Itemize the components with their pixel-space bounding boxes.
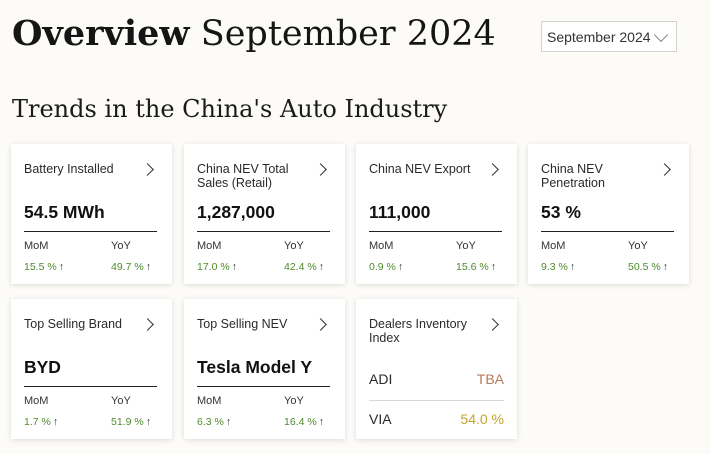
mom-value: 6.3 % ↑ (197, 416, 231, 428)
yoy-label: YoY (284, 395, 304, 407)
divider (197, 231, 330, 232)
card-value: 1,287,000 (197, 202, 275, 222)
mom-value-text: 9.3 % (541, 261, 568, 273)
card-title: China NEV Penetration (541, 162, 605, 190)
card-value: 53 % (541, 202, 581, 222)
mom-value-text: 1.7 % (24, 416, 51, 428)
card-dealers-inventory-index[interactable]: Dealers Inventory Index ADI TBA VIA 54.0… (356, 299, 517, 439)
via-label: VIA (369, 411, 392, 427)
section-title: Trends in the China's Auto Industry (12, 95, 448, 123)
card-value: BYD (24, 357, 61, 377)
arrow-up-icon: ↑ (231, 261, 237, 273)
arrow-up-icon: ↑ (225, 416, 232, 428)
mom-value-text: 6.3 % (197, 416, 224, 428)
mom-value: 0.9 % ↑ (369, 261, 403, 273)
card-top-selling-brand[interactable]: Top Selling Brand BYD MoM YoY 1.7 % ↑ 51.… (11, 299, 172, 439)
card-battery-installed[interactable]: Battery Installed 54.5 MWh MoM YoY 15.5 … (11, 144, 172, 284)
mom-value-text: 0.9 % (369, 261, 396, 273)
mom-label: MoM (24, 395, 49, 407)
mom-label: MoM (369, 240, 394, 252)
adi-value: TBA (476, 371, 504, 387)
yoy-label: YoY (284, 240, 304, 252)
card-nev-export[interactable]: China NEV Export 111,000 MoM YoY 0.9 % ↑ … (356, 144, 517, 284)
arrow-up-icon: ↑ (52, 416, 59, 428)
yoy-value-text: 50.5 % (628, 261, 661, 273)
yoy-label: YoY (111, 240, 131, 252)
yoy-value: 15.6 % ↑ (456, 261, 496, 273)
card-title: Battery Installed (24, 162, 114, 176)
yoy-value: 50.5 % ↑ (628, 261, 668, 273)
yoy-value: 49.7 % ↑ (111, 261, 151, 273)
card-top-selling-nev[interactable]: Top Selling NEV Tesla Model Y MoM YoY 6.… (184, 299, 345, 439)
month-select-value: September 2024 (547, 28, 651, 45)
yoy-value: 16.4 % ↑ (284, 416, 324, 428)
divider (541, 231, 674, 232)
divider (197, 386, 330, 387)
card-title: China NEV Total Sales (Retail) (197, 162, 289, 190)
mom-value: 9.3 % ↑ (541, 261, 575, 273)
card-title: Dealers Inventory Index (369, 317, 467, 345)
yoy-label: YoY (628, 240, 648, 252)
card-title: China NEV Export (369, 162, 471, 176)
month-select[interactable]: September 2024 (541, 21, 677, 52)
divider (24, 386, 157, 387)
mom-value-text: 15.5 % (24, 261, 57, 273)
yoy-value-text: 15.6 % (456, 261, 489, 273)
adi-label: ADI (369, 371, 393, 387)
mom-value: 1.7 % ↑ (24, 416, 58, 428)
arrow-up-icon: ↑ (318, 416, 324, 428)
mom-label: MoM (24, 240, 49, 252)
chevron-down-icon (653, 27, 669, 43)
page-title-bold: Overview (12, 13, 190, 54)
via-value: 54.0 % (460, 411, 504, 427)
arrow-up-icon: ↑ (318, 261, 324, 273)
mom-label: MoM (197, 395, 222, 407)
yoy-value-text: 51.9 % (111, 416, 144, 428)
yoy-label: YoY (456, 240, 476, 252)
mom-label: MoM (197, 240, 222, 252)
divider (24, 231, 157, 232)
yoy-value: 42.4 % ↑ (284, 261, 324, 273)
yoy-value-text: 16.4 % (284, 416, 317, 428)
arrow-up-icon: ↑ (58, 261, 64, 273)
card-nev-total-sales[interactable]: China NEV Total Sales (Retail) 1,287,000… (184, 144, 345, 284)
yoy-label: YoY (111, 395, 131, 407)
mom-label: MoM (541, 240, 566, 252)
arrow-up-icon: ↑ (145, 416, 151, 428)
yoy-value-text: 42.4 % (284, 261, 317, 273)
card-title: Top Selling Brand (24, 317, 122, 331)
divider (369, 400, 504, 401)
card-title: Top Selling NEV (197, 317, 288, 331)
yoy-value-text: 49.7 % (111, 261, 144, 273)
arrow-up-icon: ↑ (662, 261, 668, 273)
card-value: 111,000 (369, 202, 431, 222)
mom-value: 15.5 % ↑ (24, 261, 64, 273)
arrow-up-icon: ↑ (490, 261, 496, 273)
yoy-value: 51.9 % ↑ (111, 416, 151, 428)
arrow-up-icon: ↑ (397, 261, 404, 273)
card-value: 54.5 MWh (24, 202, 105, 222)
mom-value: 17.0 % ↑ (197, 261, 237, 273)
page-title-date: September 2024 (200, 14, 496, 54)
divider (369, 231, 502, 232)
card-value: Tesla Model Y (197, 357, 313, 377)
arrow-up-icon: ↑ (145, 261, 151, 273)
arrow-up-icon: ↑ (569, 261, 576, 273)
card-nev-penetration[interactable]: China NEV Penetration 53 % MoM YoY 9.3 %… (528, 144, 689, 284)
mom-value-text: 17.0 % (197, 261, 230, 273)
page-title: Overview September 2024 (12, 12, 496, 56)
